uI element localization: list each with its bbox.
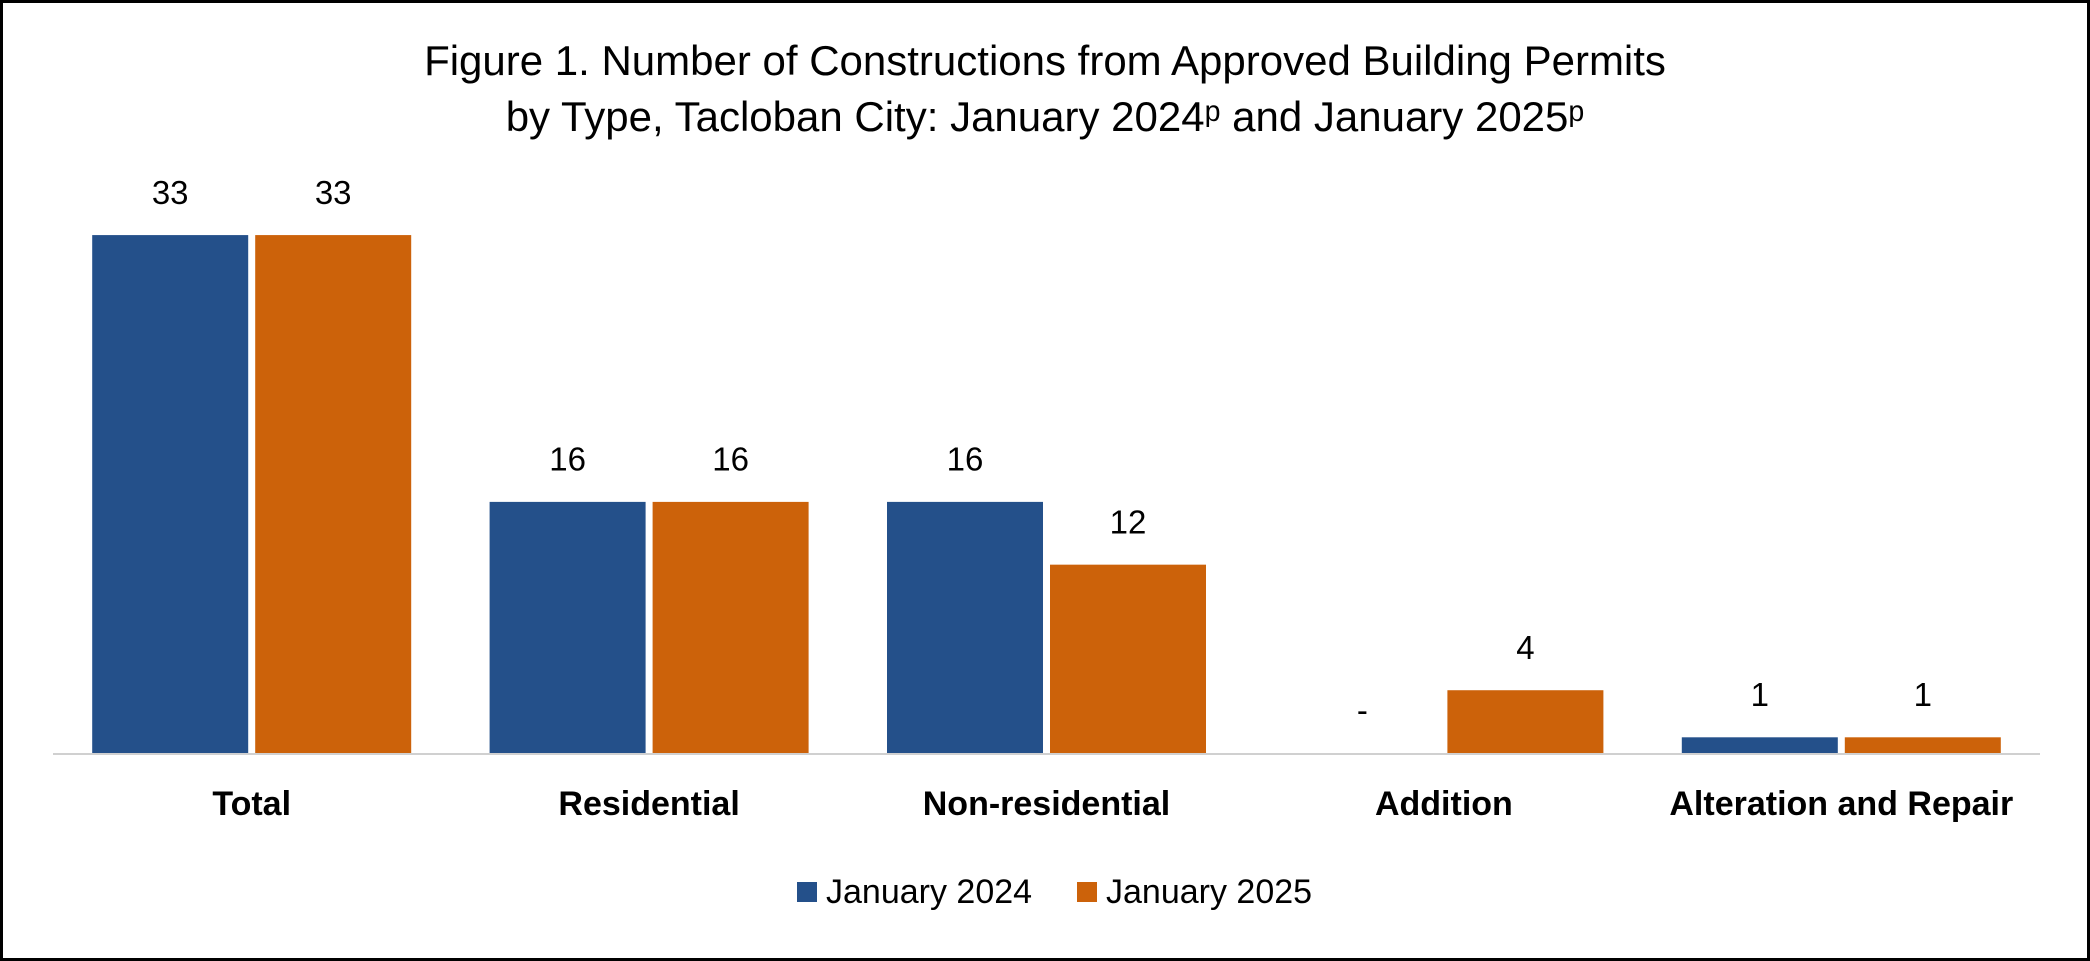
data-label: 1 (1751, 676, 1769, 713)
data-label: 1 (1914, 676, 1932, 713)
legend-label: January 2024 (826, 873, 1032, 911)
bar (255, 235, 412, 754)
data-label: 33 (152, 174, 189, 211)
bar (1447, 690, 1604, 753)
data-label: 16 (549, 441, 586, 478)
bar (489, 501, 646, 753)
chart-title: by Type, Tacloban City: January 2024ᵖ an… (506, 93, 1585, 140)
data-label: 16 (712, 441, 749, 478)
data-label: 4 (1516, 629, 1534, 666)
data-label: 12 (1110, 503, 1147, 540)
x-tick-label: Addition (1375, 785, 1513, 823)
x-tick-label: Alteration and Repair (1669, 785, 2013, 823)
x-tick-label: Total (212, 785, 291, 823)
bar (1844, 737, 2001, 753)
x-tick-label: Residential (558, 785, 739, 823)
bar (1681, 737, 1838, 753)
legend-label: January 2025 (1106, 873, 1312, 911)
bar (1050, 564, 1206, 753)
legend-swatch (797, 882, 817, 902)
data-label: 33 (315, 174, 352, 211)
bar (887, 501, 1043, 753)
chart-title: Figure 1. Number of Constructions from A… (424, 37, 1666, 84)
bar (652, 501, 809, 753)
data-label: - (1357, 692, 1368, 729)
bar (92, 235, 249, 754)
legend-swatch (1077, 882, 1097, 902)
data-label: 16 (947, 441, 984, 478)
x-tick-label: Non-residential (923, 785, 1170, 823)
